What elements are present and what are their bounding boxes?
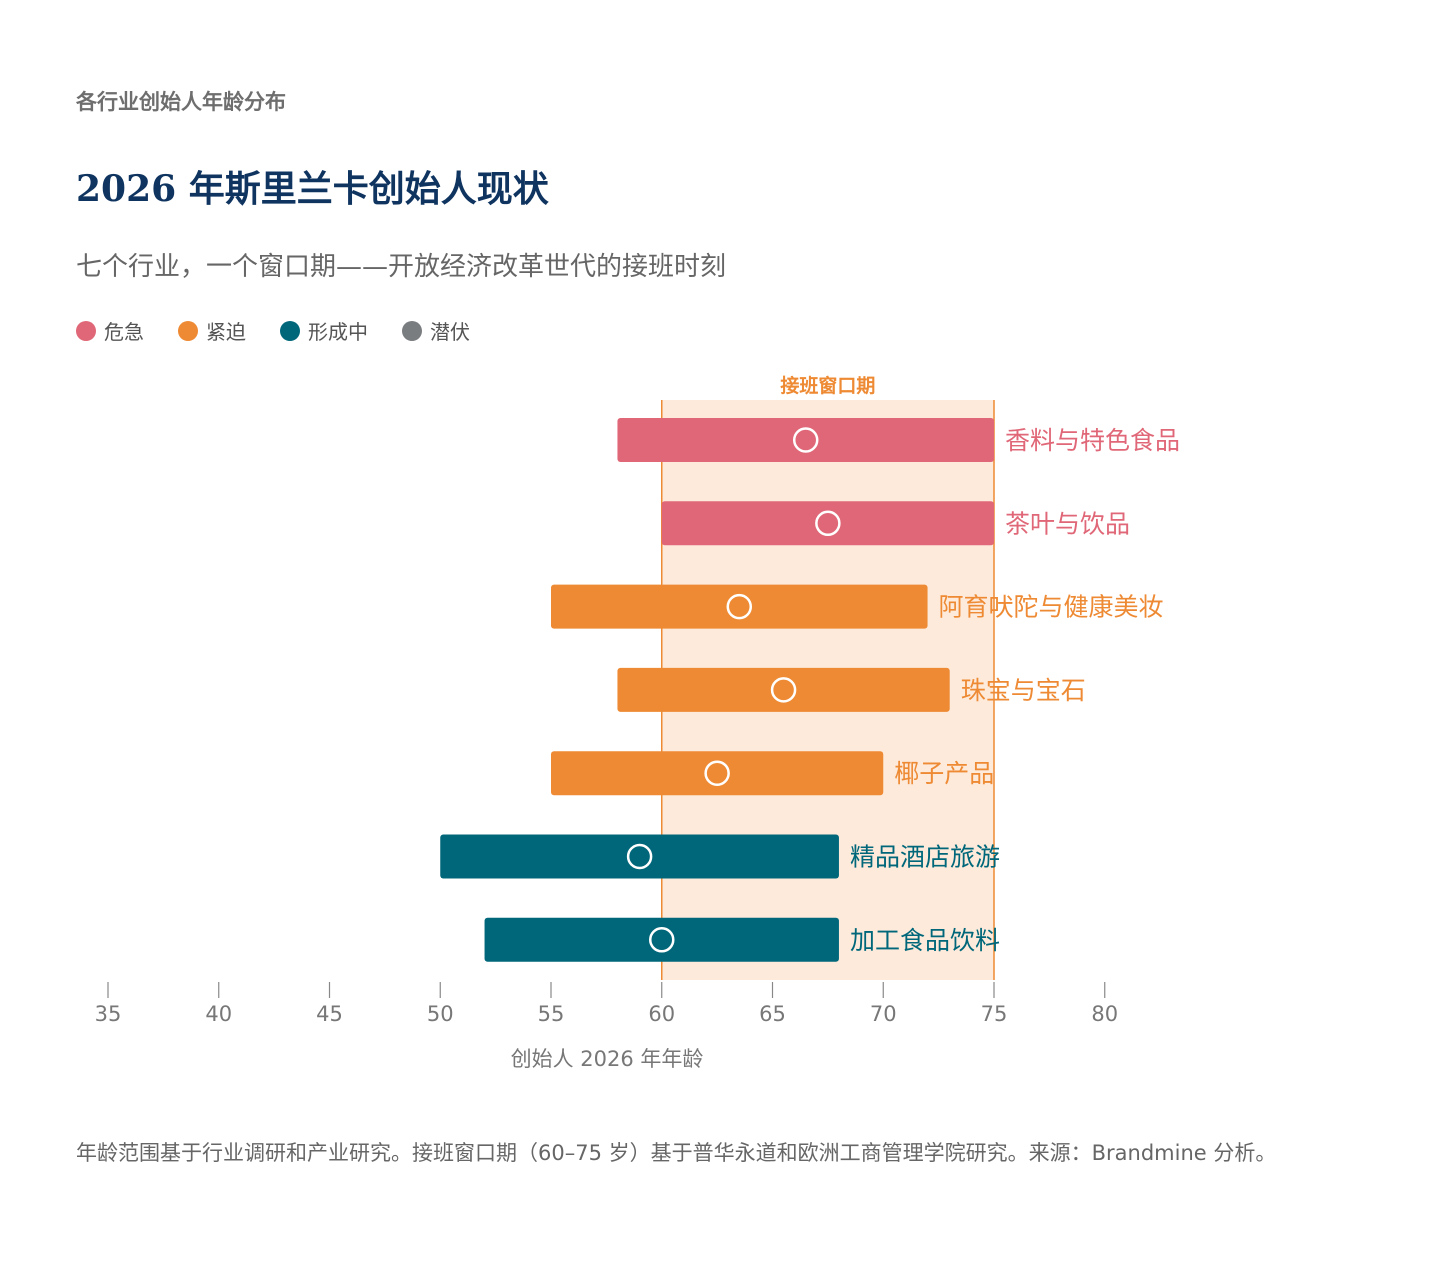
median-marker — [792, 427, 819, 453]
legend-dot-forming — [280, 320, 300, 341]
range-bar — [551, 584, 928, 629]
median-marker — [815, 510, 841, 537]
median-marker — [626, 843, 653, 870]
legend-dot-critical — [76, 320, 96, 341]
legend-dot-latent — [402, 320, 422, 341]
bar-label: 椰子产品 — [894, 759, 994, 788]
footnote: 年龄范围基于行业调研和产业研究。接班窗口期（60–75 岁）基于普华永道和欧洲工… — [76, 1141, 1277, 1165]
tick-label: 45 — [316, 1002, 343, 1026]
median-marker — [770, 677, 797, 703]
bar-label: 精品酒店旅游 — [850, 843, 1000, 872]
tick-label: 65 — [759, 1002, 786, 1026]
bar-label: 阿育吠陀与健康美妆 — [939, 593, 1164, 622]
legend: 危急 紧迫 形成中 潜伏 — [76, 316, 504, 345]
range-bar-chart: 接班窗口期香料与特色食品茶叶与饮品阿育吠陀与健康美妆珠宝与宝石椰子产品精品酒店旅… — [95, 374, 1180, 1071]
legend-item-latent: 潜伏 — [402, 316, 470, 345]
legend-label: 紧迫 — [206, 320, 246, 344]
bar-label: 香料与特色食品 — [1005, 426, 1180, 455]
tick-label: 40 — [205, 1002, 232, 1026]
tick-label: 75 — [981, 1002, 1008, 1026]
tick-label: 50 — [427, 1002, 454, 1026]
x-axis-label: 创始人 2026 年年龄 — [511, 1047, 704, 1071]
range-bar — [617, 667, 950, 712]
range-bar — [551, 751, 884, 796]
bar-label: 茶叶与饮品 — [1005, 509, 1130, 538]
legend-item-urgent: 紧迫 — [178, 316, 246, 345]
median-marker — [726, 593, 753, 620]
legend-label: 潜伏 — [430, 320, 470, 344]
chart-subtitle: 七个行业，一个窗口期——开放经济改革世代的接班时刻 — [76, 252, 727, 282]
bar-label: 珠宝与宝石 — [961, 676, 1086, 705]
bar-label: 加工食品饮料 — [850, 926, 1000, 955]
range-bar — [661, 501, 994, 546]
median-marker — [649, 927, 675, 953]
range-bar — [440, 834, 839, 879]
median-marker — [704, 760, 730, 786]
legend-label: 危急 — [104, 320, 144, 344]
legend-label: 形成中 — [308, 320, 368, 344]
legend-item-critical: 危急 — [76, 316, 144, 345]
tick-label: 60 — [648, 1002, 675, 1026]
tick-label: 80 — [1091, 1002, 1118, 1026]
eyebrow: 各行业创始人年龄分布 — [76, 90, 286, 114]
chart-title: 2026 年斯里兰卡创始人现状 — [76, 168, 549, 210]
window-label: 接班窗口期 — [780, 374, 875, 397]
tick-label: 35 — [95, 1002, 122, 1026]
tick-label: 55 — [538, 1002, 565, 1026]
legend-item-forming: 形成中 — [280, 316, 368, 345]
legend-dot-urgent — [178, 320, 198, 341]
chart-area: 接班窗口期香料与特色食品 茶叶与饮品阿育吠陀与健康美妆珠宝与宝石椰子产品精品酒店旅… — [0, 360, 1436, 1080]
range-bar — [484, 917, 839, 962]
range-bar — [617, 418, 994, 462]
tick-label: 70 — [870, 1002, 897, 1026]
